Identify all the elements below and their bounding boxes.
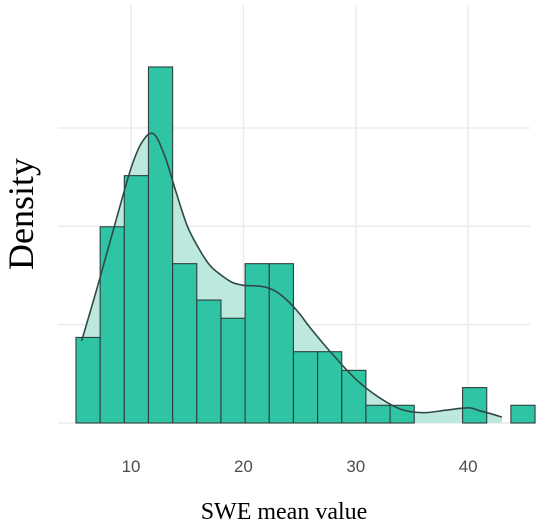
histogram-bar-12 (365, 404, 391, 424)
histogram-bar-5 (196, 299, 222, 424)
x-tick-label-40: 40 (459, 457, 478, 476)
histogram-bar-3 (147, 66, 174, 424)
histogram-bar-7 (244, 263, 270, 424)
histogram-bar-13 (389, 404, 415, 424)
histogram-bar-8 (268, 263, 294, 424)
histogram-bar-11 (341, 369, 367, 424)
x-axis-ticks: 10 20 30 40 (122, 457, 478, 476)
y-axis-title: Density (1, 158, 41, 270)
x-axis-title: SWE mean value (201, 499, 368, 525)
x-tick-label-10: 10 (122, 457, 141, 476)
histogram-bar-1 (99, 226, 125, 424)
density-curve-layer (80, 132, 503, 418)
histogram-bar-10 (317, 351, 343, 424)
histogram-bar-9 (292, 351, 319, 424)
histogram-bar-0 (75, 336, 101, 424)
density-curve (80, 132, 503, 418)
histogram-bar-6 (220, 317, 246, 424)
x-tick-label-30: 30 (346, 457, 365, 476)
histogram-bar-18 (510, 404, 536, 424)
histogram-bar-4 (172, 263, 198, 424)
histogram-bar-2 (123, 175, 150, 424)
histogram-bars (75, 66, 536, 424)
histogram-bar-16 (462, 387, 488, 424)
x-tick-label-20: 20 (234, 457, 253, 476)
